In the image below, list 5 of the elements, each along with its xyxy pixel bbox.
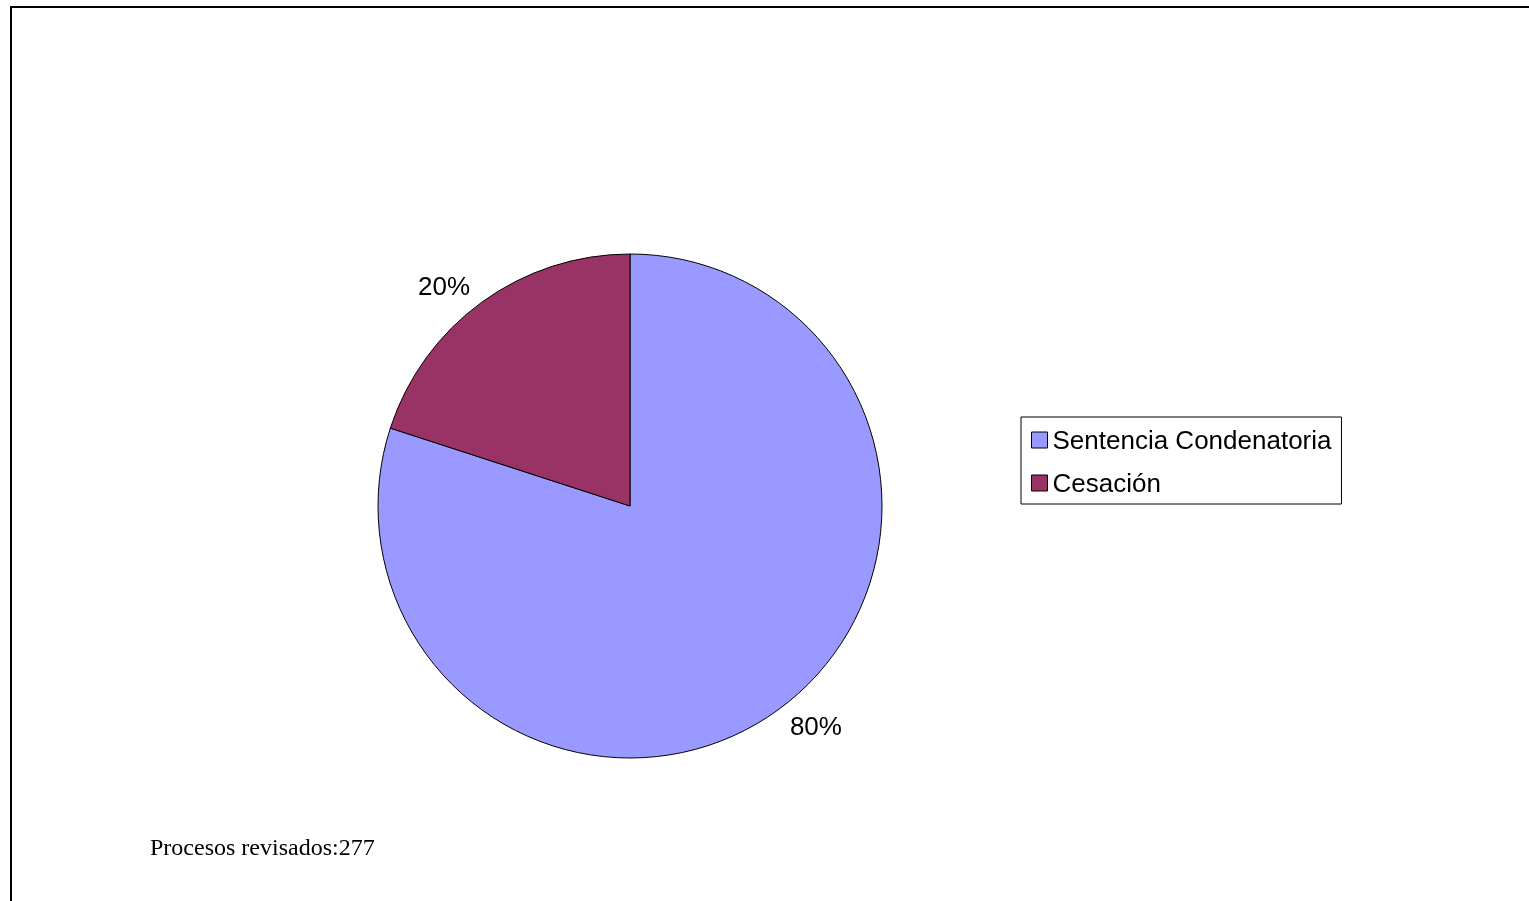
legend-label: Cesación	[1052, 468, 1161, 498]
legend-label: Sentencia Condenatoria	[1052, 425, 1333, 455]
text: Procesos revisados:277	[150, 834, 375, 861]
data-label: 20%	[418, 270, 471, 301]
data-label: 80%	[789, 711, 842, 742]
